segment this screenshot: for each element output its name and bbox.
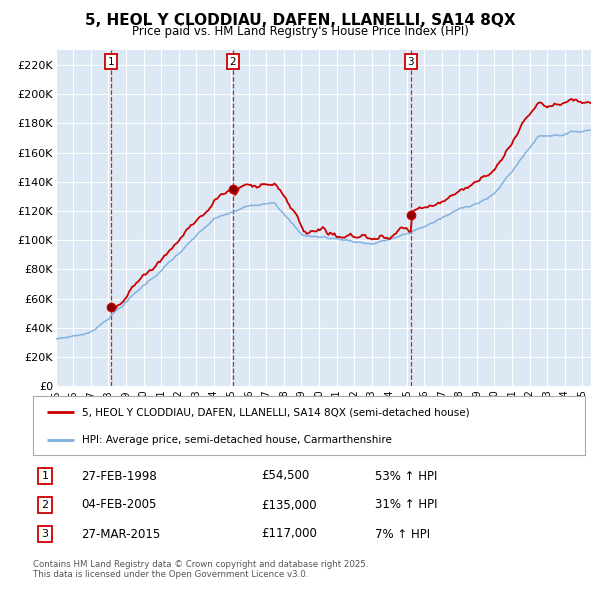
Text: Price paid vs. HM Land Registry's House Price Index (HPI): Price paid vs. HM Land Registry's House … bbox=[131, 25, 469, 38]
Text: £54,500: £54,500 bbox=[261, 470, 309, 483]
Text: 2: 2 bbox=[41, 500, 49, 510]
Text: 31% ↑ HPI: 31% ↑ HPI bbox=[375, 499, 437, 512]
Text: 1: 1 bbox=[108, 57, 115, 67]
Text: 5, HEOL Y CLODDIAU, DAFEN, LLANELLI, SA14 8QX (semi-detached house): 5, HEOL Y CLODDIAU, DAFEN, LLANELLI, SA1… bbox=[82, 408, 469, 417]
Text: 1: 1 bbox=[41, 471, 49, 481]
Text: 27-FEB-1998: 27-FEB-1998 bbox=[81, 470, 157, 483]
Text: 53% ↑ HPI: 53% ↑ HPI bbox=[375, 470, 437, 483]
Text: HPI: Average price, semi-detached house, Carmarthenshire: HPI: Average price, semi-detached house,… bbox=[82, 435, 391, 444]
Text: £117,000: £117,000 bbox=[261, 527, 317, 540]
Text: 2: 2 bbox=[230, 57, 236, 67]
Text: 3: 3 bbox=[407, 57, 414, 67]
Text: 04-FEB-2005: 04-FEB-2005 bbox=[81, 499, 157, 512]
Text: £135,000: £135,000 bbox=[261, 499, 317, 512]
Text: Contains HM Land Registry data © Crown copyright and database right 2025.
This d: Contains HM Land Registry data © Crown c… bbox=[33, 560, 368, 579]
Text: 7% ↑ HPI: 7% ↑ HPI bbox=[375, 527, 430, 540]
Text: 3: 3 bbox=[41, 529, 49, 539]
Text: 5, HEOL Y CLODDIAU, DAFEN, LLANELLI, SA14 8QX: 5, HEOL Y CLODDIAU, DAFEN, LLANELLI, SA1… bbox=[85, 13, 515, 28]
Text: 27-MAR-2015: 27-MAR-2015 bbox=[81, 527, 160, 540]
